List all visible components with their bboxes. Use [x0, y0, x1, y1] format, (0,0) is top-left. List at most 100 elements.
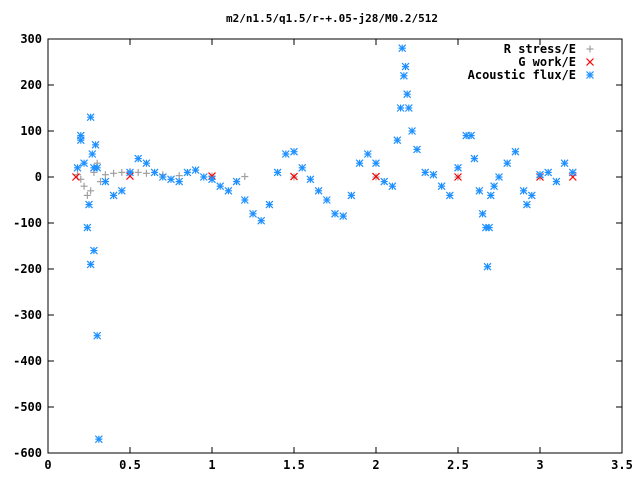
data-point	[85, 200, 93, 209]
x-tick-label: 0.5	[119, 458, 141, 472]
data-point	[224, 186, 233, 195]
data-point	[142, 159, 151, 168]
data-point	[216, 182, 225, 191]
data-point	[158, 173, 167, 181]
data-point	[101, 177, 110, 186]
y-tick-label: -500	[13, 400, 42, 414]
data-point	[240, 196, 249, 204]
data-point	[167, 175, 175, 184]
y-tick-label: 200	[20, 78, 42, 92]
data-point	[175, 177, 184, 186]
data-point	[273, 168, 282, 177]
data-point	[117, 186, 126, 195]
data-point	[249, 209, 257, 218]
data-point	[126, 168, 134, 177]
data-point	[150, 168, 159, 177]
data-point	[454, 173, 462, 181]
data-point	[396, 104, 405, 112]
legend-label: Acoustic flux/E	[468, 68, 576, 82]
y-tick-label: -400	[13, 354, 42, 368]
data-point	[175, 172, 183, 180]
y-tick-label: -300	[13, 308, 42, 322]
y-tick-label: -600	[13, 446, 42, 460]
data-point	[485, 223, 494, 232]
data-point	[372, 159, 380, 168]
data-point	[134, 154, 143, 163]
data-point	[322, 196, 331, 204]
data-point	[331, 209, 339, 218]
data-point	[467, 131, 476, 140]
data-point	[421, 168, 430, 177]
data-point	[519, 186, 528, 195]
x-tick-label: 3	[536, 458, 543, 472]
data-point	[437, 182, 446, 191]
data-point	[93, 163, 102, 172]
data-point	[86, 113, 95, 122]
data-point	[560, 159, 569, 168]
data-series	[71, 44, 577, 444]
data-point	[87, 187, 95, 195]
plot-frame	[47, 38, 623, 454]
data-point	[290, 147, 298, 156]
data-point	[241, 173, 249, 181]
legend-marker	[586, 45, 594, 53]
data-point	[403, 90, 412, 99]
data-point	[393, 136, 402, 145]
data-point	[398, 44, 407, 53]
legend-marker	[586, 58, 594, 66]
data-point	[298, 163, 307, 172]
data-point	[429, 170, 438, 179]
data-point	[475, 186, 484, 195]
data-point	[109, 191, 118, 200]
data-point	[363, 150, 372, 158]
legend-label: R stress/E	[504, 42, 576, 56]
data-point	[306, 175, 315, 184]
data-point	[89, 246, 98, 255]
data-point	[408, 127, 417, 135]
data-point	[281, 150, 290, 158]
data-point	[536, 170, 544, 179]
y-tick-label: 300	[20, 32, 42, 46]
data-point	[380, 177, 389, 186]
data-point	[355, 159, 364, 168]
data-point	[399, 71, 408, 80]
y-tick-label: 0	[35, 170, 42, 184]
data-point	[101, 171, 109, 179]
data-point	[478, 209, 487, 218]
data-point	[568, 168, 577, 177]
data-point	[142, 169, 150, 177]
data-point	[257, 216, 266, 225]
data-point	[191, 166, 200, 175]
y-tick-label: -200	[13, 262, 42, 276]
legend-label: G work/E	[518, 55, 576, 69]
x-tick-label: 2.5	[447, 458, 469, 472]
axes: 0 0.5 1 1.5 2 2.5 3 3.5 300 200 100 0 -100 -200 -300 -4…	[13, 32, 633, 472]
data-point	[401, 62, 410, 71]
data-point	[290, 172, 298, 181]
data-point	[511, 147, 520, 156]
data-point	[527, 191, 536, 200]
data-point	[199, 173, 208, 181]
data-point	[91, 140, 100, 149]
data-point	[80, 159, 89, 168]
data-point	[552, 177, 561, 186]
data-point	[110, 169, 118, 177]
data-point	[93, 331, 102, 340]
legend-marker	[586, 71, 594, 79]
data-point	[486, 191, 495, 200]
data-point	[495, 173, 503, 181]
data-point	[118, 168, 126, 176]
data-point	[404, 104, 413, 112]
data-point	[94, 435, 103, 444]
chart-title: m2/n1.5/q1.5/r-+.05-j28/M0.2/512	[226, 12, 438, 25]
data-point	[372, 172, 380, 181]
data-point	[454, 163, 462, 172]
data-point	[470, 154, 479, 163]
data-point	[83, 223, 92, 232]
data-point	[490, 182, 499, 191]
data-point	[522, 200, 531, 209]
data-point	[339, 212, 348, 221]
y-tick-label: 100	[20, 124, 42, 138]
data-point	[503, 159, 512, 168]
